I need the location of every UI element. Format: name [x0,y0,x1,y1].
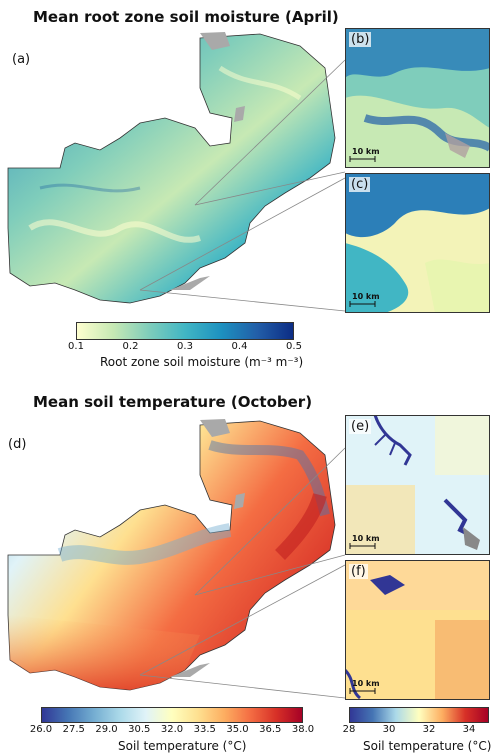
inset-f-map: 10 km [345,560,490,700]
panel-label-f: (f) [349,564,368,579]
soil-temperature-map [7,419,336,691]
lake-bangweulu [234,106,245,122]
inset-b-map: 10 km [345,28,490,168]
moisture-colorbar-label: Root zone soil moisture (m⁻³ m⁻³) [100,355,304,369]
temperature-tick-7: 36.5 [259,724,282,735]
moisture-tick-2: 0.3 [177,341,193,352]
panel-label-b: (b) [349,32,372,47]
panel-label-a: (a) [12,52,31,67]
temperature-tick-8: 38.0 [291,724,315,735]
temperature-colorbar-label: Soil temperature (°C) [118,739,247,753]
temperature-tick-4: 32.0 [160,724,184,735]
lake-tanganyika [200,32,230,50]
moisture-tick-3: 0.4 [231,341,248,352]
temperature-tick-0: 26.0 [29,724,53,735]
panel-label-e: (e) [349,419,372,434]
scalebar-f-label: 10 km [352,679,380,688]
top-title: Mean root zone soil moisture (April) [33,8,339,26]
moisture-tick-1: 0.2 [122,341,139,352]
panel-label-c: (c) [349,177,371,192]
inset-e-map: 10 km [345,415,490,555]
moisture-tick-0: 0.1 [68,341,84,352]
lake-kariba [170,276,210,290]
temperature-tick-1: 27.5 [62,724,85,735]
scalebar-b-label: 10 km [352,147,380,156]
inset-temperature-tick-1: 30 [382,724,396,735]
scalebar-c-label: 10 km [352,292,380,301]
inset-temperature-tick-2: 32 [422,724,436,735]
inset-temperature-tick-3: 34 [462,724,476,735]
moisture-tick-4: 0.5 [286,341,302,352]
inset-temperature-colorbar-label: Soil temperature (°C) [363,739,492,753]
inset-temperature-tick-0: 28 [342,724,356,735]
moisture-colorbar [76,322,294,340]
temperature-tick-5: 33.5 [193,724,216,735]
panel-label-d: (d) [8,437,27,452]
temperature-tick-2: 29.0 [95,724,118,735]
inset-temperature-colorbar [349,707,489,723]
temperature-tick-3: 30.5 [128,724,151,735]
soil-moisture-map [7,32,336,304]
scalebar-e-label: 10 km [352,534,380,543]
inset-c-map: 10 km [345,173,490,313]
bottom-title: Mean soil temperature (October) [33,393,313,411]
zambia-outline-moisture [7,33,336,304]
temperature-colorbar [41,707,303,723]
temperature-tick-6: 35.0 [226,724,249,735]
